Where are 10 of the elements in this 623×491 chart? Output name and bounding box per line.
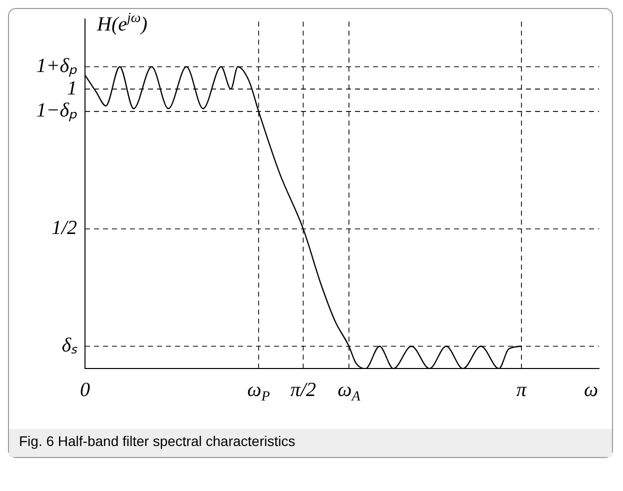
y-tick-label: δₛ	[62, 334, 78, 356]
x-tick-label: 0	[80, 378, 90, 401]
y-tick-label: 1	[67, 77, 77, 100]
x-axis-title: ω	[584, 378, 598, 401]
x-tick-label: π	[516, 378, 528, 401]
y-tick-label: 1−δₚ	[36, 100, 78, 122]
y-tick-label: 1+δₚ	[36, 54, 78, 77]
y-tick-label: 1/2	[51, 217, 78, 240]
caption: Fig. 6 Half-band filter spectral characteristics	[9, 429, 612, 457]
x-tick-label: π/2	[290, 378, 316, 401]
